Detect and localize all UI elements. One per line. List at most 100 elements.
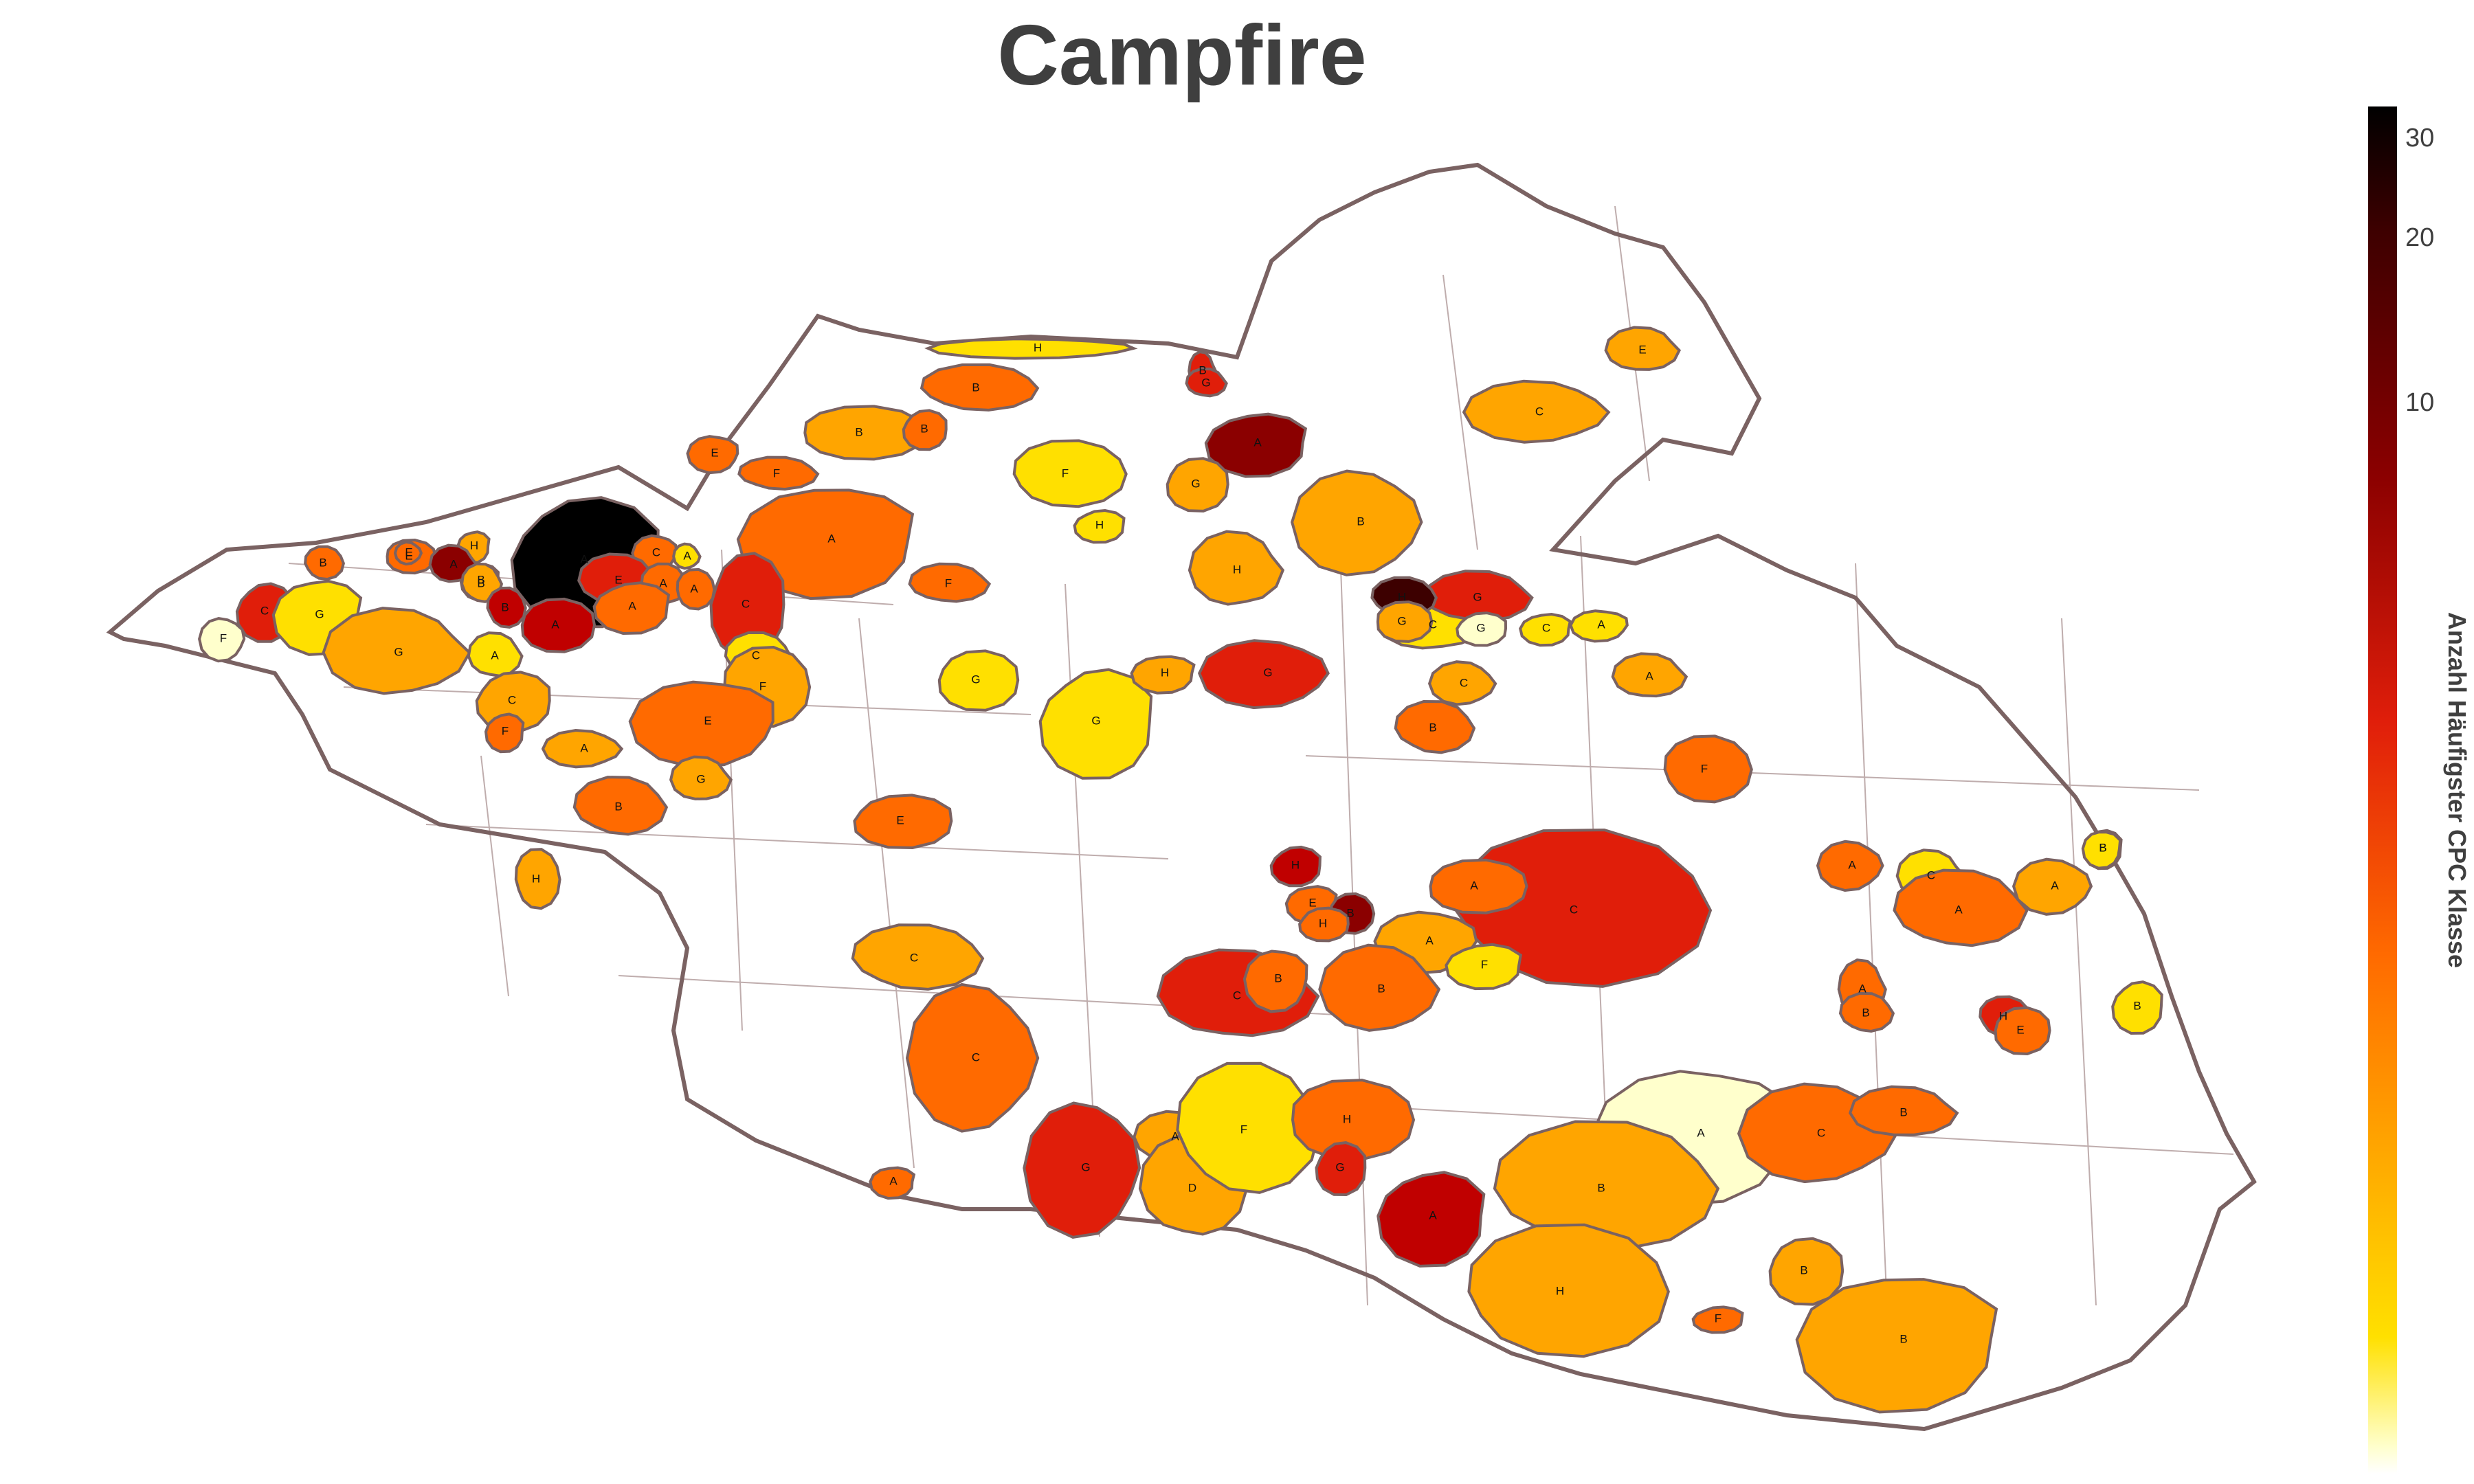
region-label-17: F [945, 576, 952, 589]
region-label-59: A [1597, 618, 1605, 631]
region-93 [1291, 1079, 1416, 1161]
region-47 [572, 776, 669, 836]
region-label-89: G [1081, 1160, 1090, 1173]
region-92 [1176, 1061, 1322, 1194]
region-label-57: G [1476, 621, 1485, 634]
region-48 [514, 848, 561, 910]
region-6 [1204, 412, 1308, 478]
region-label-28: A [628, 599, 636, 612]
region-label-91: D [1188, 1181, 1196, 1194]
region-64 [853, 794, 953, 850]
region-label-16: H [1233, 563, 1241, 576]
region-57 [1456, 611, 1508, 647]
region-label-76: C [1233, 989, 1241, 1002]
region-79 [1298, 906, 1350, 943]
region-label-49: G [971, 673, 980, 686]
region-label-100: H [1556, 1284, 1564, 1297]
region-100 [1467, 1223, 1670, 1358]
region-84 [1838, 991, 1895, 1033]
region-label-23: A [683, 549, 691, 562]
colorbar-tick-30: 30 [2405, 124, 2435, 153]
region-label-52: G [1263, 666, 1272, 679]
region-label-39: A [491, 649, 499, 662]
region-label-65: B [2099, 841, 2106, 854]
region-80 [1445, 943, 1523, 991]
region-34 [520, 597, 597, 653]
region-59 [1569, 609, 1629, 643]
region-42 [475, 671, 551, 732]
region-label-81: B [1274, 971, 1282, 985]
region-label-86: E [2016, 1023, 2024, 1036]
region-71 [1429, 858, 1528, 914]
region-51 [1130, 655, 1196, 695]
region-94 [1315, 1141, 1367, 1197]
region-label-73: E [1308, 896, 1316, 909]
region-46 [669, 755, 733, 800]
region-66 [2081, 831, 2122, 870]
region-label-69: A [1954, 903, 1963, 916]
region-77 [851, 923, 985, 991]
region-label-67: A [1848, 858, 1856, 871]
region-label-64: E [896, 813, 904, 827]
region-label-8: C [1535, 405, 1544, 418]
region-label-22: C [652, 546, 660, 559]
region-label-66: B [2099, 841, 2106, 854]
region-label-61: A [1645, 669, 1653, 682]
region-label-32: B [477, 576, 484, 589]
region-87 [2111, 980, 2163, 1035]
map-title: Campfire [997, 8, 1367, 103]
region-label-14: A [827, 532, 836, 545]
region-label-60: C [1460, 676, 1468, 689]
region-label-56: G [1397, 614, 1406, 627]
region-label-85: H [1999, 1009, 2007, 1022]
region-label-3: B [972, 381, 979, 394]
region-label-84: B [1862, 1006, 1869, 1019]
colorbar-title: Anzahl Häufigster CPC Klasse [2443, 611, 2471, 969]
region-label-97: C [1817, 1126, 1825, 1139]
region-label-33: B [501, 600, 509, 614]
region-label-58: C [1542, 621, 1550, 634]
region-99 [1493, 1120, 1720, 1250]
region-label-95: A [1429, 1208, 1437, 1222]
region-38 [322, 607, 471, 695]
region-62 [1394, 699, 1476, 754]
region-label-79: H [1319, 917, 1327, 930]
region-label-26: A [690, 582, 698, 595]
region-14 [736, 488, 915, 600]
region-45 [541, 728, 624, 769]
colorbar [2368, 106, 2397, 1474]
colorbar-tick-10: 10 [2405, 388, 2435, 417]
region-label-2: G [1201, 376, 1210, 389]
region-10 [737, 456, 820, 491]
region-label-77: C [910, 951, 918, 964]
region-label-53: C [1429, 618, 1437, 631]
region-label-50: G [1091, 714, 1100, 727]
region-8 [1462, 379, 1611, 444]
region-12 [1166, 457, 1229, 513]
region-label-12: G [1191, 477, 1200, 490]
region-50 [1038, 668, 1153, 780]
region-label-19: E [405, 549, 412, 562]
region-17 [908, 562, 992, 603]
region-label-24: E [614, 573, 622, 586]
region-72 [1269, 845, 1322, 888]
region-label-90: A [1171, 1129, 1179, 1143]
region-63 [1663, 734, 1753, 804]
region-44 [628, 680, 774, 769]
region-label-83: A [1858, 982, 1866, 995]
region-label-31: A [449, 557, 458, 570]
region-label-45: A [580, 741, 588, 754]
region-label-46: G [696, 772, 705, 785]
region-23 [672, 542, 702, 570]
region-102 [1691, 1305, 1744, 1334]
region-label-20: A [580, 552, 588, 565]
region-9 [1604, 326, 1682, 371]
region-label-27: C [742, 597, 750, 610]
region-26 [676, 567, 716, 611]
region-label-96: A [1697, 1126, 1705, 1139]
region-label-11: F [1062, 466, 1069, 480]
region-label-35: C [260, 604, 269, 617]
region-label-21: H [470, 539, 478, 552]
region-43 [484, 712, 525, 754]
region-label-48: H [532, 872, 540, 885]
